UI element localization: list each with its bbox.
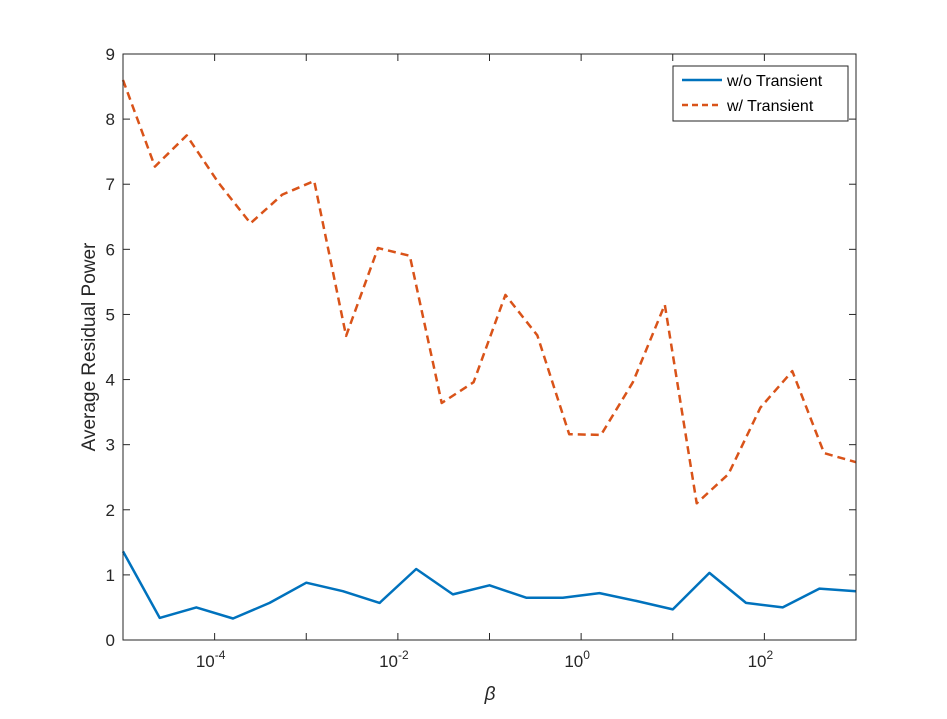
y-tick-label: 6 [106, 240, 115, 259]
plot-background [123, 54, 856, 640]
y-tick-label: 9 [106, 45, 115, 64]
x-tick-label: 10-2 [379, 648, 409, 671]
legend: w/o Transient w/ Transient [672, 65, 849, 122]
series-line-w-transient [121, 79, 857, 505]
x-tick-exponent: 0 [583, 648, 590, 662]
x-tick-exponent: 2 [766, 648, 773, 662]
y-tick-label: 7 [106, 175, 115, 194]
x-axis-title: β [484, 684, 496, 705]
legend-label-wo-transient: w/o Transient [726, 73, 823, 90]
y-tick-label: 1 [106, 566, 115, 585]
x-axis: 10-4 10-2 100 102 [122, 54, 857, 671]
series-layer [121, 79, 857, 620]
y-tick-label: 2 [106, 501, 115, 520]
x-tick-label: 100 [564, 648, 590, 671]
x-tick-exponent: -4 [215, 648, 226, 662]
x-tick-label: 102 [748, 648, 774, 671]
x-tick-base: 10 [564, 652, 583, 671]
y-tick-label: 4 [106, 371, 115, 390]
x-tick-base: 10 [748, 652, 767, 671]
y-tick-label: 5 [106, 305, 115, 324]
x-tick-exponent: -2 [398, 648, 409, 662]
y-tick-label: 0 [106, 631, 115, 650]
y-axis-title: Average Residual Power [79, 242, 100, 451]
legend-box [672, 65, 849, 122]
y-tick-label: 8 [106, 110, 115, 129]
y-axis: 0 1 2 3 4 5 6 7 8 9 [106, 45, 856, 650]
x-tick-base: 10 [196, 652, 215, 671]
x-tick-base: 10 [379, 652, 398, 671]
y-tick-label: 3 [106, 436, 115, 455]
series-line-wo-transient [121, 550, 857, 620]
legend-label-w-transient: w/ Transient [726, 98, 814, 115]
x-tick-label: 10-4 [196, 648, 226, 671]
